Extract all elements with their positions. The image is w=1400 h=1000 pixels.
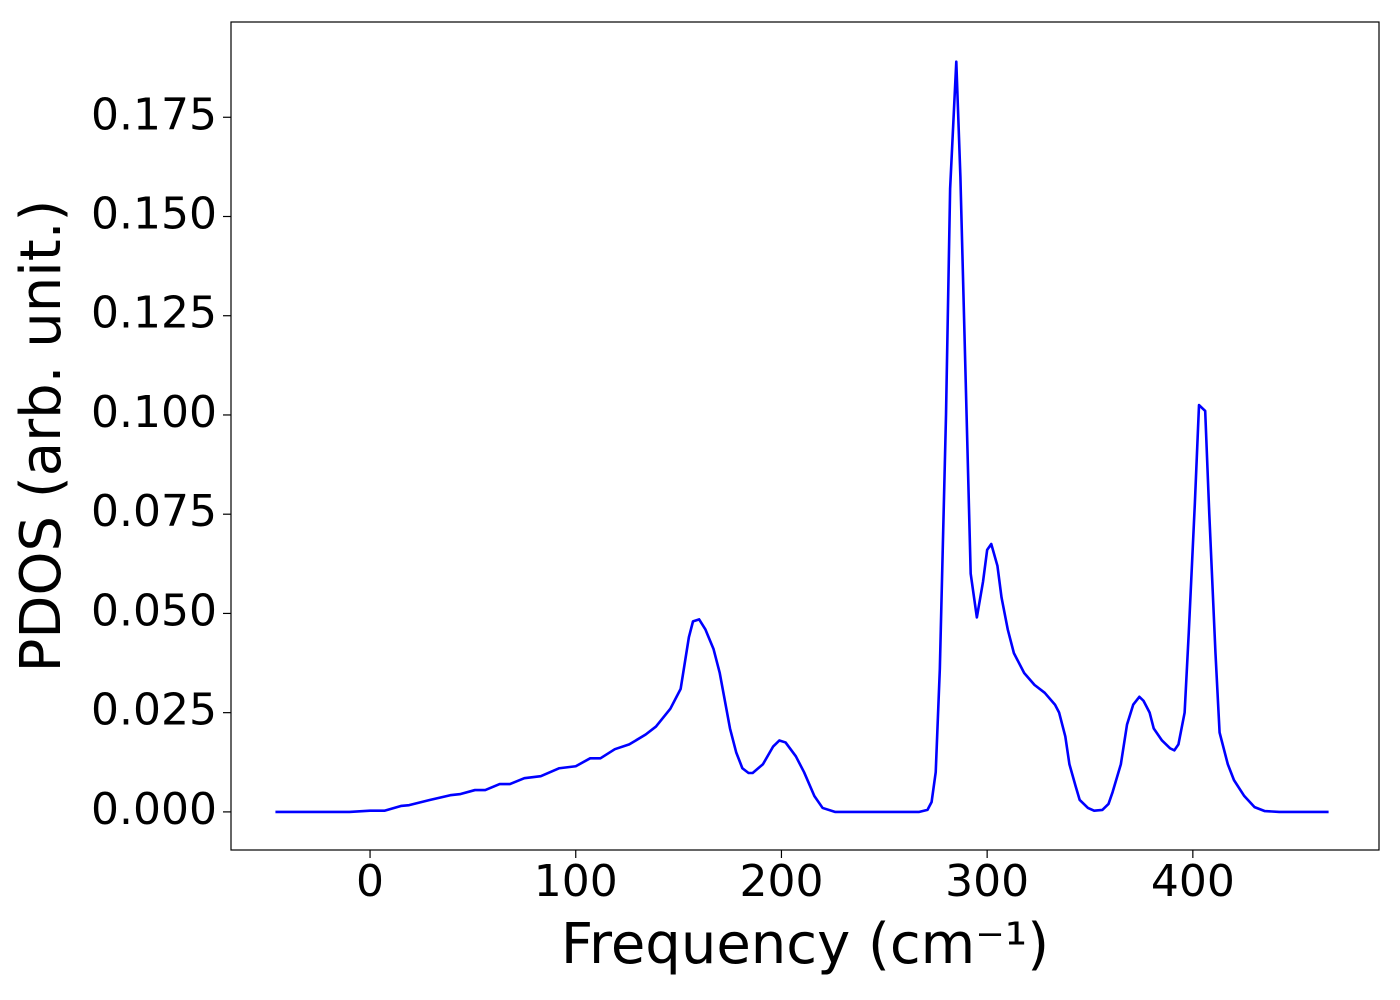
x-tick-label: 0 [356,856,384,907]
y-tick-label: 0.100 [91,387,217,438]
y-tick-label: 0.150 [91,188,217,239]
y-tick-label: 0.050 [91,585,217,636]
y-tick-label: 0.000 [91,784,217,835]
y-tick-label: 0.075 [91,486,217,537]
y-tick-label: 0.125 [91,288,217,339]
x-tick-label: 100 [534,856,618,907]
x-tick-label: 300 [945,856,1029,907]
x-tick-label: 400 [1151,856,1235,907]
x-tick-label: 200 [739,856,823,907]
y-tick-label: 0.175 [91,89,217,140]
data-line [275,60,1329,814]
x-axis-label: Frequency (cm⁻¹) [561,912,1049,977]
plot-frame [230,21,1380,851]
y-axis-label: PDOS (arb. unit.) [9,200,74,673]
y-tick-label: 0.025 [91,685,217,736]
